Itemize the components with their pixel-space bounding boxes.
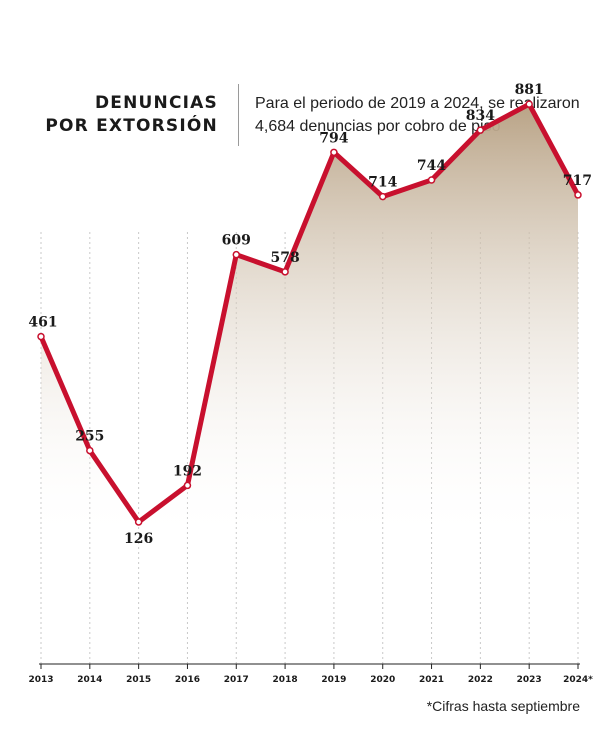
- data-point: [232, 250, 241, 259]
- data-point: [378, 192, 387, 201]
- chart-title: DENUNCIAS POR EXTORSIÓN: [40, 92, 218, 138]
- data-label: 881: [515, 82, 544, 98]
- x-axis-label: 2015: [126, 675, 151, 685]
- data-label: 255: [75, 429, 104, 445]
- x-axis-label: 2024*: [563, 675, 593, 685]
- x-axis-label: 2018: [273, 675, 298, 685]
- header-divider: [238, 84, 239, 146]
- data-label: 192: [173, 463, 202, 479]
- chart-title-line1: DENUNCIAS: [95, 93, 218, 113]
- x-axis-labels: 2013 2014 2015 2016 2017 2018 2019 2020 2021 2022…: [28, 675, 593, 685]
- data-point: [574, 191, 582, 199]
- data-point: [281, 268, 289, 276]
- data-point: [525, 100, 533, 108]
- x-axis-label: 2023: [517, 675, 542, 685]
- x-axis-label: 2013: [28, 675, 53, 685]
- footnote: *Cifras hasta septiembre: [426, 698, 580, 714]
- x-axis-label: 2022: [468, 675, 493, 685]
- data-point: [476, 126, 485, 134]
- x-axis-label: 2020: [370, 675, 395, 685]
- data-label: 744: [417, 158, 446, 174]
- area-fill: [41, 104, 578, 665]
- chart-title-line2: POR EXTORSIÓN: [45, 116, 218, 136]
- data-label: 461: [28, 315, 57, 331]
- data-label: 794: [319, 130, 348, 146]
- data-labels: 461 255 126 192 609 578 794 714 744 834 881 717: [28, 82, 592, 547]
- data-points: [37, 100, 582, 526]
- data-label: 578: [270, 250, 299, 266]
- data-label: 609: [222, 233, 251, 249]
- data-point: [86, 446, 94, 455]
- series-line: [38, 101, 581, 525]
- x-axis-label: 2019: [321, 675, 346, 685]
- data-point: [330, 148, 338, 157]
- data-label: 717: [563, 173, 592, 189]
- data-label: 126: [124, 531, 153, 547]
- x-axis-label: 2017: [224, 675, 249, 685]
- x-axis-label: 2021: [419, 675, 444, 685]
- x-axis-label: 2014: [77, 675, 102, 685]
- data-point: [37, 332, 45, 341]
- data-point: [427, 176, 436, 184]
- data-point: [183, 481, 192, 490]
- data-label: 714: [368, 175, 397, 191]
- chart-description: Para el periodo de 2019 a 2024, se reali…: [255, 95, 580, 135]
- data-point: [134, 518, 143, 526]
- x-axis-label: 2016: [175, 675, 200, 685]
- x-axis-ticks: [40, 664, 579, 669]
- data-label: 834: [466, 108, 495, 124]
